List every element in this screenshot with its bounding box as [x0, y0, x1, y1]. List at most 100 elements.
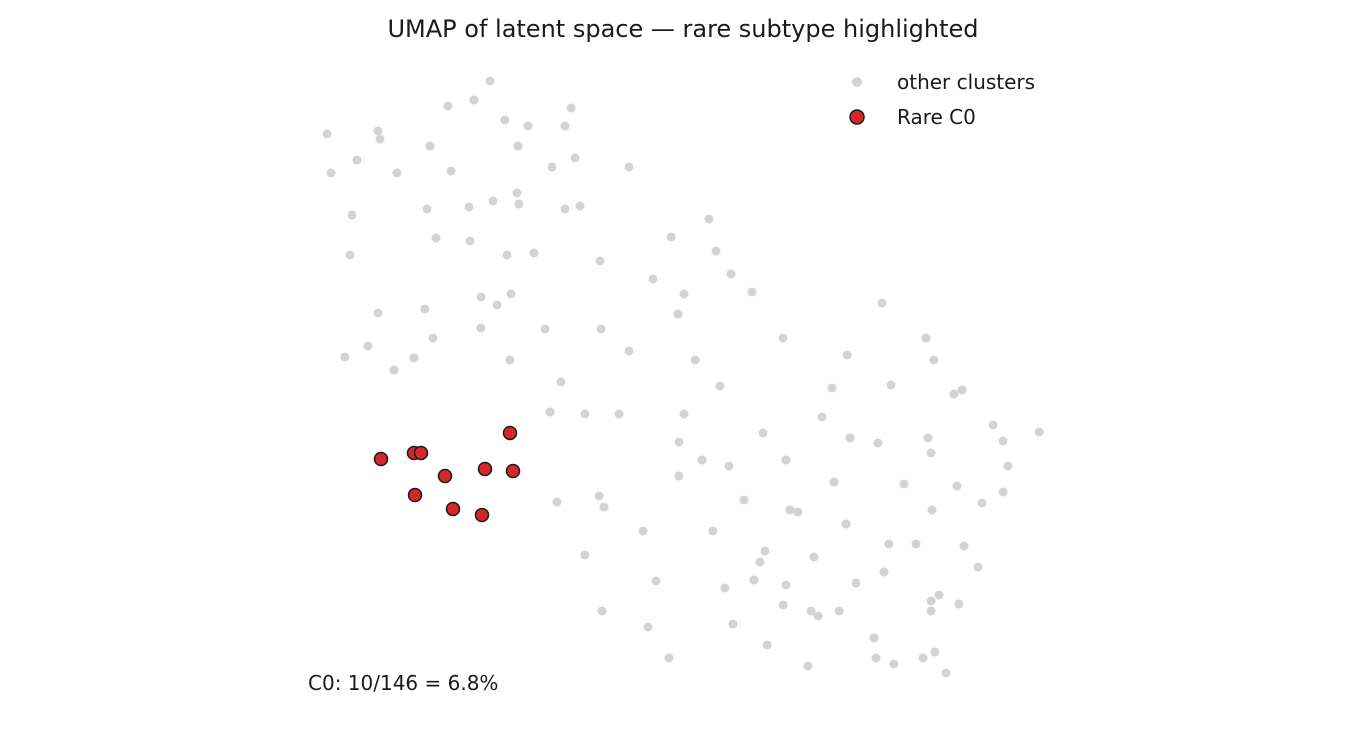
- other-cluster-point: [842, 350, 852, 360]
- other-cluster-point: [540, 324, 550, 334]
- other-cluster-point: [443, 101, 453, 111]
- other-cluster-point: [998, 436, 1008, 446]
- other-cluster-point: [952, 481, 962, 491]
- other-cluster-point: [431, 233, 441, 243]
- other-cluster-point: [664, 653, 674, 663]
- legend-label-rare-c0: Rare C0: [897, 105, 976, 129]
- other-cluster-point: [594, 491, 604, 501]
- other-cluster-point: [547, 162, 557, 172]
- other-cluster-point: [485, 76, 495, 86]
- other-cluster-point: [845, 433, 855, 443]
- other-cluster-point: [409, 353, 419, 363]
- other-cluster-point: [392, 168, 402, 178]
- other-cluster-point: [781, 580, 791, 590]
- other-cluster-point: [506, 289, 516, 299]
- legend-marker-rare-c0: [849, 109, 865, 125]
- other-cluster-point: [793, 507, 803, 517]
- other-cluster-point: [889, 659, 899, 669]
- other-cluster-point: [921, 333, 931, 343]
- rare-c0-point: [445, 501, 461, 517]
- other-cluster-point: [762, 640, 772, 650]
- other-cluster-point: [599, 502, 609, 512]
- legend-marker-other-clusters: [852, 77, 862, 87]
- other-cluster-point: [575, 201, 585, 211]
- other-cluster-point: [476, 323, 486, 333]
- other-cluster-point: [785, 505, 795, 515]
- other-cluster-point: [871, 653, 881, 663]
- other-cluster-point: [345, 250, 355, 260]
- other-cluster-point: [570, 153, 580, 163]
- rare-c0-point: [373, 451, 389, 467]
- other-cluster-point: [959, 541, 969, 551]
- other-cluster-point: [926, 448, 936, 458]
- other-cluster-point: [809, 552, 819, 562]
- other-cluster-point: [749, 575, 759, 585]
- other-cluster-point: [841, 519, 851, 529]
- other-cluster-point: [552, 497, 562, 507]
- other-cluster-point: [739, 495, 749, 505]
- other-cluster-point: [580, 409, 590, 419]
- other-cluster-point: [834, 606, 844, 616]
- other-cluster-point: [778, 333, 788, 343]
- rare-c0-point: [477, 461, 493, 477]
- other-cluster-point: [813, 611, 823, 621]
- other-cluster-point: [806, 606, 816, 616]
- other-cluster-point: [340, 352, 350, 362]
- other-cluster-point: [715, 381, 725, 391]
- other-cluster-point: [679, 289, 689, 299]
- other-cluster-point: [674, 437, 684, 447]
- other-cluster-point: [566, 103, 576, 113]
- other-cluster-point: [829, 477, 839, 487]
- other-cluster-point: [911, 539, 921, 549]
- other-cluster-point: [596, 324, 606, 334]
- other-cluster-point: [949, 389, 959, 399]
- other-cluster-point: [728, 619, 738, 629]
- other-cluster-point: [373, 126, 383, 136]
- other-cluster-point: [422, 204, 432, 214]
- other-cluster-point: [724, 461, 734, 471]
- other-cluster-point: [720, 583, 730, 593]
- other-cluster-point: [375, 134, 385, 144]
- other-cluster-point: [469, 95, 479, 105]
- other-cluster-point: [580, 550, 590, 560]
- other-cluster-point: [973, 562, 983, 572]
- other-cluster-point: [957, 385, 967, 395]
- other-cluster-point: [624, 346, 634, 356]
- other-cluster-point: [697, 455, 707, 465]
- other-cluster-point: [666, 232, 676, 242]
- other-cluster-point: [428, 333, 438, 343]
- other-cluster-point: [747, 287, 757, 297]
- rare-c0-point: [437, 468, 453, 484]
- other-cluster-point: [545, 407, 555, 417]
- other-cluster-point: [514, 199, 524, 209]
- other-cluster-point: [1034, 427, 1044, 437]
- other-cluster-point: [977, 498, 987, 508]
- other-cluster-point: [476, 292, 486, 302]
- other-cluster-point: [760, 546, 770, 556]
- other-cluster-point: [614, 409, 624, 419]
- other-cluster-point: [523, 121, 533, 131]
- legend: other clusters Rare C0: [849, 70, 1035, 129]
- other-cluster-point: [326, 168, 336, 178]
- other-cluster-point: [884, 539, 894, 549]
- other-cluster-point: [934, 590, 944, 600]
- other-cluster-point: [679, 409, 689, 419]
- other-cluster-point: [877, 298, 887, 308]
- other-cluster-point: [1003, 461, 1013, 471]
- other-cluster-point: [879, 567, 889, 577]
- other-cluster-point: [927, 505, 937, 515]
- other-cluster-point: [926, 606, 936, 616]
- other-cluster-point: [998, 487, 1008, 497]
- other-cluster-point: [827, 383, 837, 393]
- other-cluster-point: [513, 141, 523, 151]
- other-cluster-point: [651, 576, 661, 586]
- other-cluster-point: [373, 308, 383, 318]
- other-cluster-point: [556, 377, 566, 387]
- other-cluster-point: [505, 355, 515, 365]
- other-cluster-point: [597, 606, 607, 616]
- other-cluster-point: [755, 557, 765, 567]
- other-cluster-point: [673, 309, 683, 319]
- other-cluster-point: [648, 274, 658, 284]
- other-cluster-point: [488, 196, 498, 206]
